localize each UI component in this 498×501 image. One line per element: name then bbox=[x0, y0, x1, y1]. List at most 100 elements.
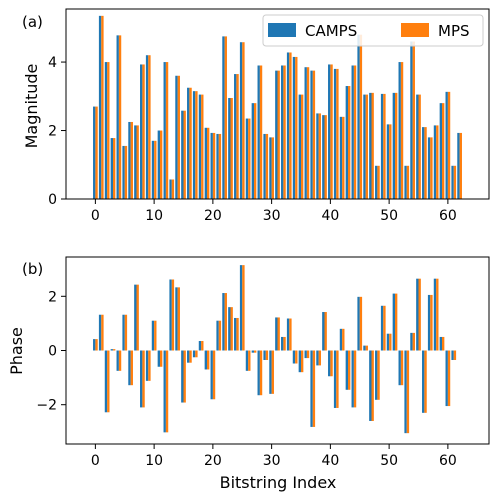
phase-bar-camps-1 bbox=[98, 314, 102, 351]
phase-bar-camps-34 bbox=[292, 350, 296, 364]
magnitude-bar-mps-54 bbox=[412, 41, 415, 199]
phase-x-tick-label-0: 0 bbox=[91, 453, 100, 469]
phase-bar-mps-2 bbox=[107, 350, 110, 413]
magnitude-bar-camps-34 bbox=[292, 56, 296, 200]
phase-bar-mps-16 bbox=[189, 350, 192, 363]
phase-bar-mps-43 bbox=[348, 350, 351, 390]
magnitude-bar-camps-45 bbox=[357, 34, 360, 200]
magnitude-bar-camps-57 bbox=[427, 137, 431, 199]
magnitude-x-tick-label-50: 50 bbox=[380, 208, 398, 224]
magnitude-bar-camps-32 bbox=[281, 65, 284, 200]
phase-bar-mps-44 bbox=[353, 350, 357, 408]
magnitude-bar-camps-21 bbox=[216, 133, 219, 199]
magnitude-bar-camps-58 bbox=[433, 125, 437, 199]
magnitude-bar-camps-17 bbox=[192, 91, 196, 199]
magnitude-bar-mps-44 bbox=[353, 65, 357, 200]
phase-bar-mps-27 bbox=[254, 350, 257, 353]
phase-bar-camps-60 bbox=[445, 350, 448, 407]
magnitude-bar-camps-61 bbox=[451, 165, 454, 199]
phase-bar-mps-35 bbox=[301, 350, 304, 373]
phase-bar-mps-48 bbox=[377, 350, 380, 400]
magnitude-bar-mps-22 bbox=[224, 36, 227, 199]
phase-bar-camps-0 bbox=[93, 339, 96, 351]
magnitude-bar-mps-30 bbox=[271, 137, 274, 199]
magnitude-bar-camps-50 bbox=[386, 124, 390, 199]
phase-bar-camps-14 bbox=[175, 287, 178, 351]
phase-bar-camps-43 bbox=[345, 350, 348, 390]
phase-bar-mps-38 bbox=[318, 350, 321, 366]
phase-bar-camps-53 bbox=[404, 350, 407, 434]
magnitude-bar-mps-29 bbox=[265, 133, 269, 199]
magnitude-bar-camps-22 bbox=[222, 36, 225, 199]
magnitude-bar-mps-10 bbox=[154, 140, 157, 199]
magnitude-bar-camps-6 bbox=[128, 121, 131, 199]
phase-bar-camps-21 bbox=[216, 320, 219, 351]
phase-bar-camps-12 bbox=[163, 350, 166, 433]
magnitude-bar-camps-11 bbox=[157, 130, 160, 199]
magnitude-bars bbox=[93, 15, 462, 200]
legend-label-camps: CAMPS bbox=[305, 22, 357, 40]
magnitude-bar-mps-57 bbox=[430, 137, 433, 199]
magnitude-bar-camps-9 bbox=[145, 55, 149, 199]
phase-bar-camps-55 bbox=[416, 278, 419, 351]
phase-bar-camps-35 bbox=[298, 350, 301, 373]
magnitude-x-tick-label-40: 40 bbox=[321, 208, 339, 224]
phase-bar-mps-20 bbox=[212, 350, 216, 400]
phase-bar-camps-46 bbox=[363, 345, 366, 351]
magnitude-bar-mps-31 bbox=[277, 70, 280, 200]
phase-panel: (b) Phase 0 10 20 30 40 50 60 −2 0 2 Bitstring In… bbox=[7, 256, 490, 492]
phase-bar-camps-13 bbox=[169, 279, 172, 351]
magnitude-bar-camps-49 bbox=[380, 93, 384, 199]
phase-bar-mps-42 bbox=[342, 328, 345, 351]
magnitude-bar-camps-7 bbox=[134, 125, 137, 199]
magnitude-bar-camps-1 bbox=[98, 15, 102, 199]
legend-swatch-mps bbox=[401, 23, 429, 37]
phase-bar-mps-3 bbox=[113, 349, 116, 351]
magnitude-x-tick-label-10: 10 bbox=[145, 208, 163, 224]
magnitude-bar-mps-55 bbox=[418, 94, 421, 199]
phase-bar-mps-55 bbox=[418, 278, 421, 351]
panel-label-b: (b) bbox=[22, 260, 43, 278]
phase-y-tick-label-2: 2 bbox=[48, 289, 57, 305]
phase-bar-camps-54 bbox=[410, 332, 413, 351]
magnitude-bar-camps-43 bbox=[345, 86, 348, 199]
phase-bar-mps-45 bbox=[359, 296, 363, 351]
phase-bar-camps-20 bbox=[210, 350, 213, 400]
magnitude-bar-camps-15 bbox=[181, 110, 184, 199]
phase-bar-camps-28 bbox=[257, 350, 260, 396]
phase-bar-camps-6 bbox=[128, 350, 131, 386]
panel-label-a: (a) bbox=[22, 13, 43, 31]
magnitude-bar-camps-40 bbox=[328, 64, 331, 200]
magnitude-bar-camps-13 bbox=[169, 179, 172, 199]
phase-bar-mps-26 bbox=[248, 350, 251, 371]
magnitude-bar-camps-59 bbox=[439, 103, 442, 199]
magnitude-bar-camps-46 bbox=[363, 94, 366, 199]
magnitude-bar-mps-52 bbox=[400, 62, 404, 200]
magnitude-bar-mps-49 bbox=[383, 93, 386, 199]
phase-bar-mps-46 bbox=[365, 345, 368, 351]
phase-y-tick-label-0: 0 bbox=[48, 344, 57, 360]
legend-label-mps: MPS bbox=[438, 22, 470, 40]
magnitude-bar-camps-3 bbox=[110, 138, 113, 199]
phase-bar-camps-2 bbox=[104, 350, 108, 413]
phase-bar-mps-31 bbox=[277, 317, 280, 351]
magnitude-bar-camps-62 bbox=[457, 132, 460, 199]
phase-x-tick-label-20: 20 bbox=[204, 453, 222, 469]
magnitude-bar-camps-31 bbox=[275, 70, 278, 200]
phase-axis-label: Phase bbox=[7, 327, 26, 375]
magnitude-bar-camps-4 bbox=[116, 35, 119, 199]
phase-bar-mps-8 bbox=[142, 350, 145, 408]
magnitude-bar-mps-16 bbox=[189, 87, 192, 199]
phase-bar-camps-22 bbox=[222, 293, 225, 351]
phase-bar-mps-10 bbox=[154, 320, 157, 351]
phase-bar-camps-58 bbox=[433, 278, 437, 351]
phase-bar-mps-15 bbox=[183, 350, 186, 403]
phase-bar-camps-17 bbox=[192, 350, 196, 358]
phase-bar-mps-50 bbox=[389, 333, 392, 351]
phase-bar-mps-5 bbox=[124, 314, 128, 351]
phase-bar-mps-18 bbox=[201, 341, 204, 351]
magnitude-bar-mps-61 bbox=[453, 165, 457, 199]
magnitude-bar-mps-27 bbox=[254, 103, 257, 199]
phase-bar-mps-4 bbox=[118, 350, 122, 371]
phase-bar-mps-57 bbox=[430, 294, 433, 351]
